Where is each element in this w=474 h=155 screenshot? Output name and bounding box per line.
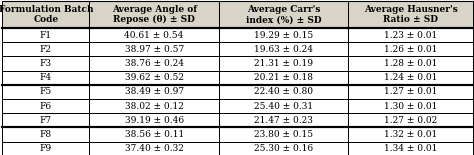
Text: 39.62 ± 0.52: 39.62 ± 0.52 bbox=[125, 73, 183, 82]
Bar bbox=[90, 85, 219, 99]
Text: F9: F9 bbox=[40, 144, 52, 153]
Text: 25.40 ± 0.31: 25.40 ± 0.31 bbox=[254, 102, 313, 111]
Bar bbox=[219, 42, 348, 56]
Bar bbox=[219, 71, 348, 85]
Bar bbox=[90, 71, 219, 85]
Text: F1: F1 bbox=[40, 31, 52, 40]
Bar bbox=[90, 56, 219, 71]
Text: 1.32 ± 0.01: 1.32 ± 0.01 bbox=[384, 130, 438, 139]
Bar bbox=[90, 127, 219, 142]
Bar bbox=[2, 1, 90, 28]
Bar bbox=[348, 127, 473, 142]
Text: 20.21 ± 0.18: 20.21 ± 0.18 bbox=[254, 73, 313, 82]
Text: F4: F4 bbox=[40, 73, 52, 82]
Text: F7: F7 bbox=[40, 116, 52, 125]
Bar bbox=[90, 113, 219, 127]
Bar bbox=[348, 142, 473, 155]
Bar bbox=[348, 113, 473, 127]
Text: F2: F2 bbox=[40, 45, 52, 54]
Text: 23.80 ± 0.15: 23.80 ± 0.15 bbox=[254, 130, 313, 139]
Bar bbox=[2, 71, 90, 85]
Bar bbox=[348, 71, 473, 85]
Bar bbox=[90, 42, 219, 56]
Text: 38.02 ± 0.12: 38.02 ± 0.12 bbox=[125, 102, 183, 111]
Bar bbox=[219, 99, 348, 113]
Bar bbox=[2, 127, 90, 142]
Bar bbox=[90, 99, 219, 113]
Text: F3: F3 bbox=[40, 59, 52, 68]
Text: 1.30 ± 0.01: 1.30 ± 0.01 bbox=[384, 102, 438, 111]
Bar bbox=[348, 99, 473, 113]
Bar bbox=[219, 56, 348, 71]
Text: 39.19 ± 0.46: 39.19 ± 0.46 bbox=[125, 116, 184, 125]
Text: 21.31 ± 0.19: 21.31 ± 0.19 bbox=[254, 59, 313, 68]
Bar bbox=[348, 85, 473, 99]
Bar bbox=[2, 142, 90, 155]
Bar bbox=[219, 127, 348, 142]
Text: 1.27 ± 0.02: 1.27 ± 0.02 bbox=[384, 116, 438, 125]
Text: 21.47 ± 0.23: 21.47 ± 0.23 bbox=[254, 116, 313, 125]
Bar bbox=[348, 42, 473, 56]
Bar bbox=[2, 42, 90, 56]
Bar bbox=[348, 28, 473, 42]
Text: 38.49 ± 0.97: 38.49 ± 0.97 bbox=[125, 87, 184, 96]
Bar bbox=[219, 85, 348, 99]
Text: 1.27 ± 0.01: 1.27 ± 0.01 bbox=[384, 87, 438, 96]
Bar bbox=[90, 1, 219, 28]
Bar bbox=[348, 56, 473, 71]
Text: 38.56 ± 0.11: 38.56 ± 0.11 bbox=[125, 130, 184, 139]
Bar bbox=[219, 28, 348, 42]
Text: 40.61 ± 0.54: 40.61 ± 0.54 bbox=[125, 31, 184, 40]
Text: 1.34 ± 0.01: 1.34 ± 0.01 bbox=[384, 144, 438, 153]
Bar bbox=[348, 1, 473, 28]
Text: Average Carr's
index (%) ± SD: Average Carr's index (%) ± SD bbox=[246, 5, 321, 24]
Bar bbox=[90, 142, 219, 155]
Text: 1.23 ± 0.01: 1.23 ± 0.01 bbox=[384, 31, 438, 40]
Bar bbox=[219, 113, 348, 127]
Text: 38.97 ± 0.57: 38.97 ± 0.57 bbox=[125, 45, 184, 54]
Bar bbox=[2, 99, 90, 113]
Text: F8: F8 bbox=[40, 130, 52, 139]
Text: 19.63 ± 0.24: 19.63 ± 0.24 bbox=[254, 45, 313, 54]
Text: Average Hausner's
Ratio ± SD: Average Hausner's Ratio ± SD bbox=[364, 5, 457, 24]
Bar bbox=[219, 1, 348, 28]
Text: 1.24 ± 0.01: 1.24 ± 0.01 bbox=[384, 73, 438, 82]
Text: 22.40 ± 0.80: 22.40 ± 0.80 bbox=[254, 87, 313, 96]
Bar bbox=[2, 113, 90, 127]
Bar bbox=[2, 28, 90, 42]
Text: 25.30 ± 0.16: 25.30 ± 0.16 bbox=[254, 144, 313, 153]
Bar bbox=[2, 56, 90, 71]
Text: Formulation Batch
Code: Formulation Batch Code bbox=[0, 5, 93, 24]
Text: 38.76 ± 0.24: 38.76 ± 0.24 bbox=[125, 59, 183, 68]
Bar bbox=[90, 28, 219, 42]
Text: 1.26 ± 0.01: 1.26 ± 0.01 bbox=[384, 45, 438, 54]
Text: F6: F6 bbox=[40, 102, 52, 111]
Text: F5: F5 bbox=[40, 87, 52, 96]
Text: 1.28 ± 0.01: 1.28 ± 0.01 bbox=[384, 59, 438, 68]
Bar bbox=[219, 142, 348, 155]
Text: 19.29 ± 0.15: 19.29 ± 0.15 bbox=[254, 31, 313, 40]
Text: Average Angle of
Repose (θ) ± SD: Average Angle of Repose (θ) ± SD bbox=[111, 4, 197, 24]
Bar bbox=[2, 85, 90, 99]
Text: 37.40 ± 0.32: 37.40 ± 0.32 bbox=[125, 144, 183, 153]
